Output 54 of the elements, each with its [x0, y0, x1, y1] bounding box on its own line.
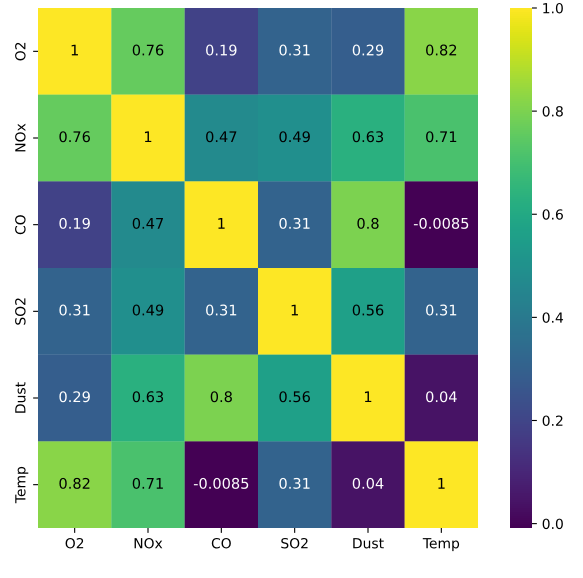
color-bar-label: 0.6 [542, 209, 563, 220]
data-label: 0.76 [132, 44, 164, 56]
x-tick-label: SO2 [281, 538, 308, 548]
y-tick-label: NOx [15, 124, 26, 152]
data-label: 0.31 [426, 304, 456, 316]
data-label: 0.49 [132, 304, 164, 316]
data-label: 0.19 [206, 44, 237, 56]
color-bar-label: 0.2 [542, 415, 562, 426]
color-bar-label: 0.8 [542, 106, 563, 117]
color-bar-label: 1.0 [543, 2, 563, 14]
data-label: 0.56 [279, 391, 310, 402]
data-label: 0.29 [352, 44, 384, 56]
data-label: 0.71 [426, 131, 456, 142]
x-tick-label: NOx [134, 538, 162, 548]
x-tick-label: Temp [422, 538, 460, 552]
data-label: 0.31 [279, 44, 310, 56]
data-label: 0.49 [279, 131, 310, 142]
data-label: 1 [292, 304, 298, 316]
data-label: 0.8 [357, 218, 379, 229]
data-label: 0.63 [352, 131, 384, 142]
data-label: 0.04 [426, 391, 457, 402]
data-label: 0.31 [279, 218, 310, 229]
data-label: 0.82 [59, 478, 90, 489]
data-label: -0.0085 [194, 478, 248, 489]
data-label: 0.63 [132, 391, 164, 402]
data-label: 1 [144, 131, 152, 142]
color-bar-label: 0.0 [542, 518, 563, 530]
data-label: 1 [364, 391, 372, 402]
data-label: 0.56 [352, 304, 384, 316]
data-label: 1 [218, 218, 225, 229]
data-label: 0.47 [132, 218, 163, 229]
y-tick-label: Temp [15, 466, 28, 504]
data-label: 0.31 [206, 304, 236, 316]
y-tick-label: SO2 [15, 298, 26, 325]
data-label: 0.31 [59, 304, 90, 316]
y-tick-label: Dust [15, 382, 26, 413]
y-tick-label: CO [15, 215, 26, 234]
data-label: 0.8 [210, 391, 232, 402]
y-tick-label: O2 [15, 42, 26, 60]
data-label: 0.19 [59, 218, 90, 229]
data-label: 1 [438, 478, 445, 489]
x-tick-label: O2 [66, 538, 84, 548]
data-label: 0.47 [206, 131, 236, 142]
data-label: 0.31 [279, 478, 310, 489]
data-label: 0.29 [59, 391, 90, 402]
data-label: 0.82 [426, 44, 456, 56]
color-bar-label: 0.4 [542, 312, 564, 323]
data-label: 1 [72, 44, 78, 56]
x-tick-label: CO [212, 538, 231, 548]
data-label: 0.76 [59, 131, 90, 142]
x-tick-label: Dust [353, 538, 384, 548]
data-label: 0.04 [352, 478, 384, 489]
data-label: 0.71 [132, 478, 163, 489]
data-label: -0.0085 [414, 218, 468, 229]
